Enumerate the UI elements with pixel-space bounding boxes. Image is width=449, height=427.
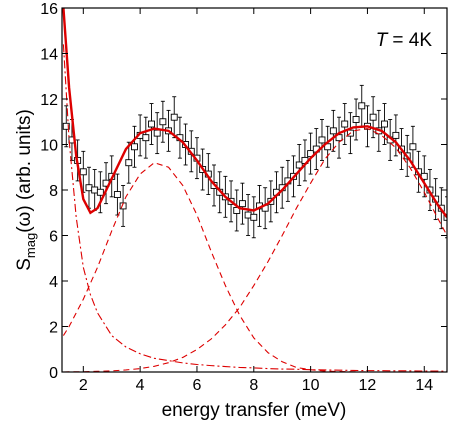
marker [324,143,332,151]
y-tick-label: 0 [49,365,58,382]
y-tick-label: 14 [40,47,58,64]
data-point [432,178,440,221]
marker [85,184,93,192]
marker [335,134,343,142]
marker [91,186,99,194]
data-point [159,100,167,143]
data-point [113,173,121,216]
y-tick-label: 16 [40,1,58,18]
data-point [119,184,127,227]
data-point [329,109,337,152]
y-tick-label: 6 [49,229,58,246]
x-axis-label: energy transfer (meV) [162,400,347,421]
marker [369,113,377,121]
marker [392,131,400,139]
y-label-main: S [14,258,35,271]
data-point [125,141,133,184]
data-point [250,196,258,239]
marker [295,161,303,169]
marker [113,191,121,199]
marker [358,102,366,110]
x-tick-label: 8 [249,377,258,394]
fit-curve [62,44,447,372]
x-tick-label: 12 [359,377,377,394]
marker [159,118,167,126]
x-tick-label: 4 [136,377,145,394]
data-point [261,187,269,230]
y-tick-label: 12 [40,92,58,109]
marker [142,134,150,142]
data-point [295,144,303,186]
data-point [148,103,155,145]
data-point [443,196,447,239]
marker [79,168,87,176]
marker [443,213,447,221]
marker [318,136,326,144]
marker [62,122,70,130]
marker [341,120,349,128]
data-point [352,98,360,141]
data-point [233,189,241,232]
marker [96,188,104,196]
y-tick-label: 4 [49,274,58,291]
y-axis-label: Smag(ω) (arb. units) [14,109,38,271]
annotation-rest: = 4K [392,30,432,51]
data-point [244,194,252,236]
marker [131,143,138,151]
data-point [85,166,93,209]
marker [409,143,417,151]
marker [125,159,133,167]
annotation: T = 4K [376,30,433,51]
marker [153,129,161,137]
data-point [62,105,70,148]
data-point [318,119,326,161]
data-point [96,171,104,214]
data-point [91,169,99,211]
fit-curve [62,8,447,219]
data-point [307,132,315,175]
y-label-sub: mag [23,233,38,258]
data-point [392,114,400,157]
marker [381,120,388,128]
x-tick-label: 14 [415,377,433,394]
fit-curve [62,162,447,372]
marker [352,116,360,123]
fit-curve [63,128,447,372]
marker [170,113,178,121]
data-point [170,96,178,139]
marker [148,120,155,128]
y-label-rest: (ω) (arb. units) [14,109,35,233]
y-tick-label: 2 [49,320,58,337]
marker [329,127,337,135]
y-tick-label: 8 [49,183,58,200]
data-point [369,96,377,139]
y-tick-label: 10 [40,138,58,155]
data-point [358,84,366,127]
marker [250,213,258,221]
data-point [341,103,349,145]
data-point [142,116,150,159]
plot-frame [61,7,448,373]
plot-area [62,8,447,372]
data-point [420,155,428,198]
data-point [324,125,332,168]
x-tick-label: 10 [302,377,320,394]
marker [238,200,246,208]
data-point [153,112,161,155]
data-point [131,125,138,168]
annotation-var: T [376,30,389,51]
x-tick-label: 6 [193,377,202,394]
data-point [238,182,246,225]
marker [233,207,241,214]
x-tick-label: 2 [79,377,88,394]
marker [244,211,252,219]
data-point [335,116,343,159]
